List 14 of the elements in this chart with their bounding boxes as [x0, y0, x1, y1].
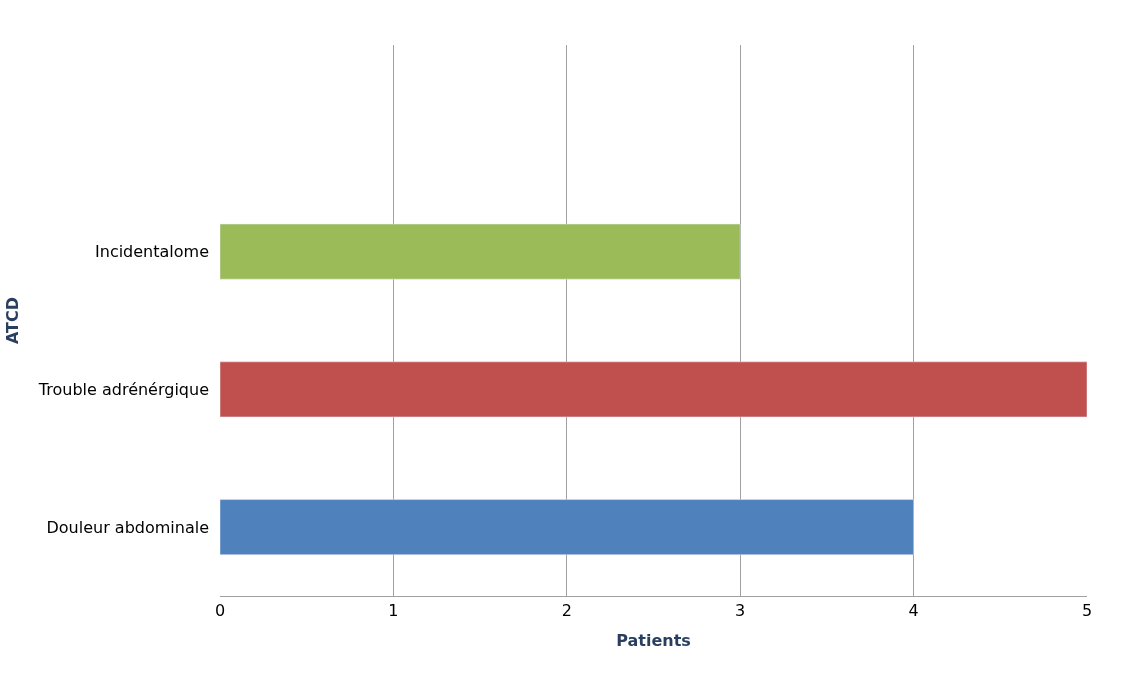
bar — [220, 361, 1087, 418]
y-axis-title: ATCD — [2, 296, 22, 345]
x-tick-label: 5 — [1081, 601, 1093, 621]
x-axis-title: Patients — [616, 630, 691, 650]
y-tick-label: Douleur abdominale — [46, 517, 209, 537]
bar — [220, 499, 914, 555]
y-tick-label: Trouble adrénérgique — [37, 379, 209, 399]
x-tick-label: 1 — [388, 601, 399, 621]
x-tick-label: 2 — [561, 601, 572, 621]
y-tick-label: Incidentalome — [95, 242, 209, 262]
x-tick-label: 4 — [908, 601, 919, 621]
x-tick-label: 3 — [735, 601, 746, 621]
x-tick-label: 0 — [214, 601, 226, 621]
bar — [220, 223, 741, 280]
